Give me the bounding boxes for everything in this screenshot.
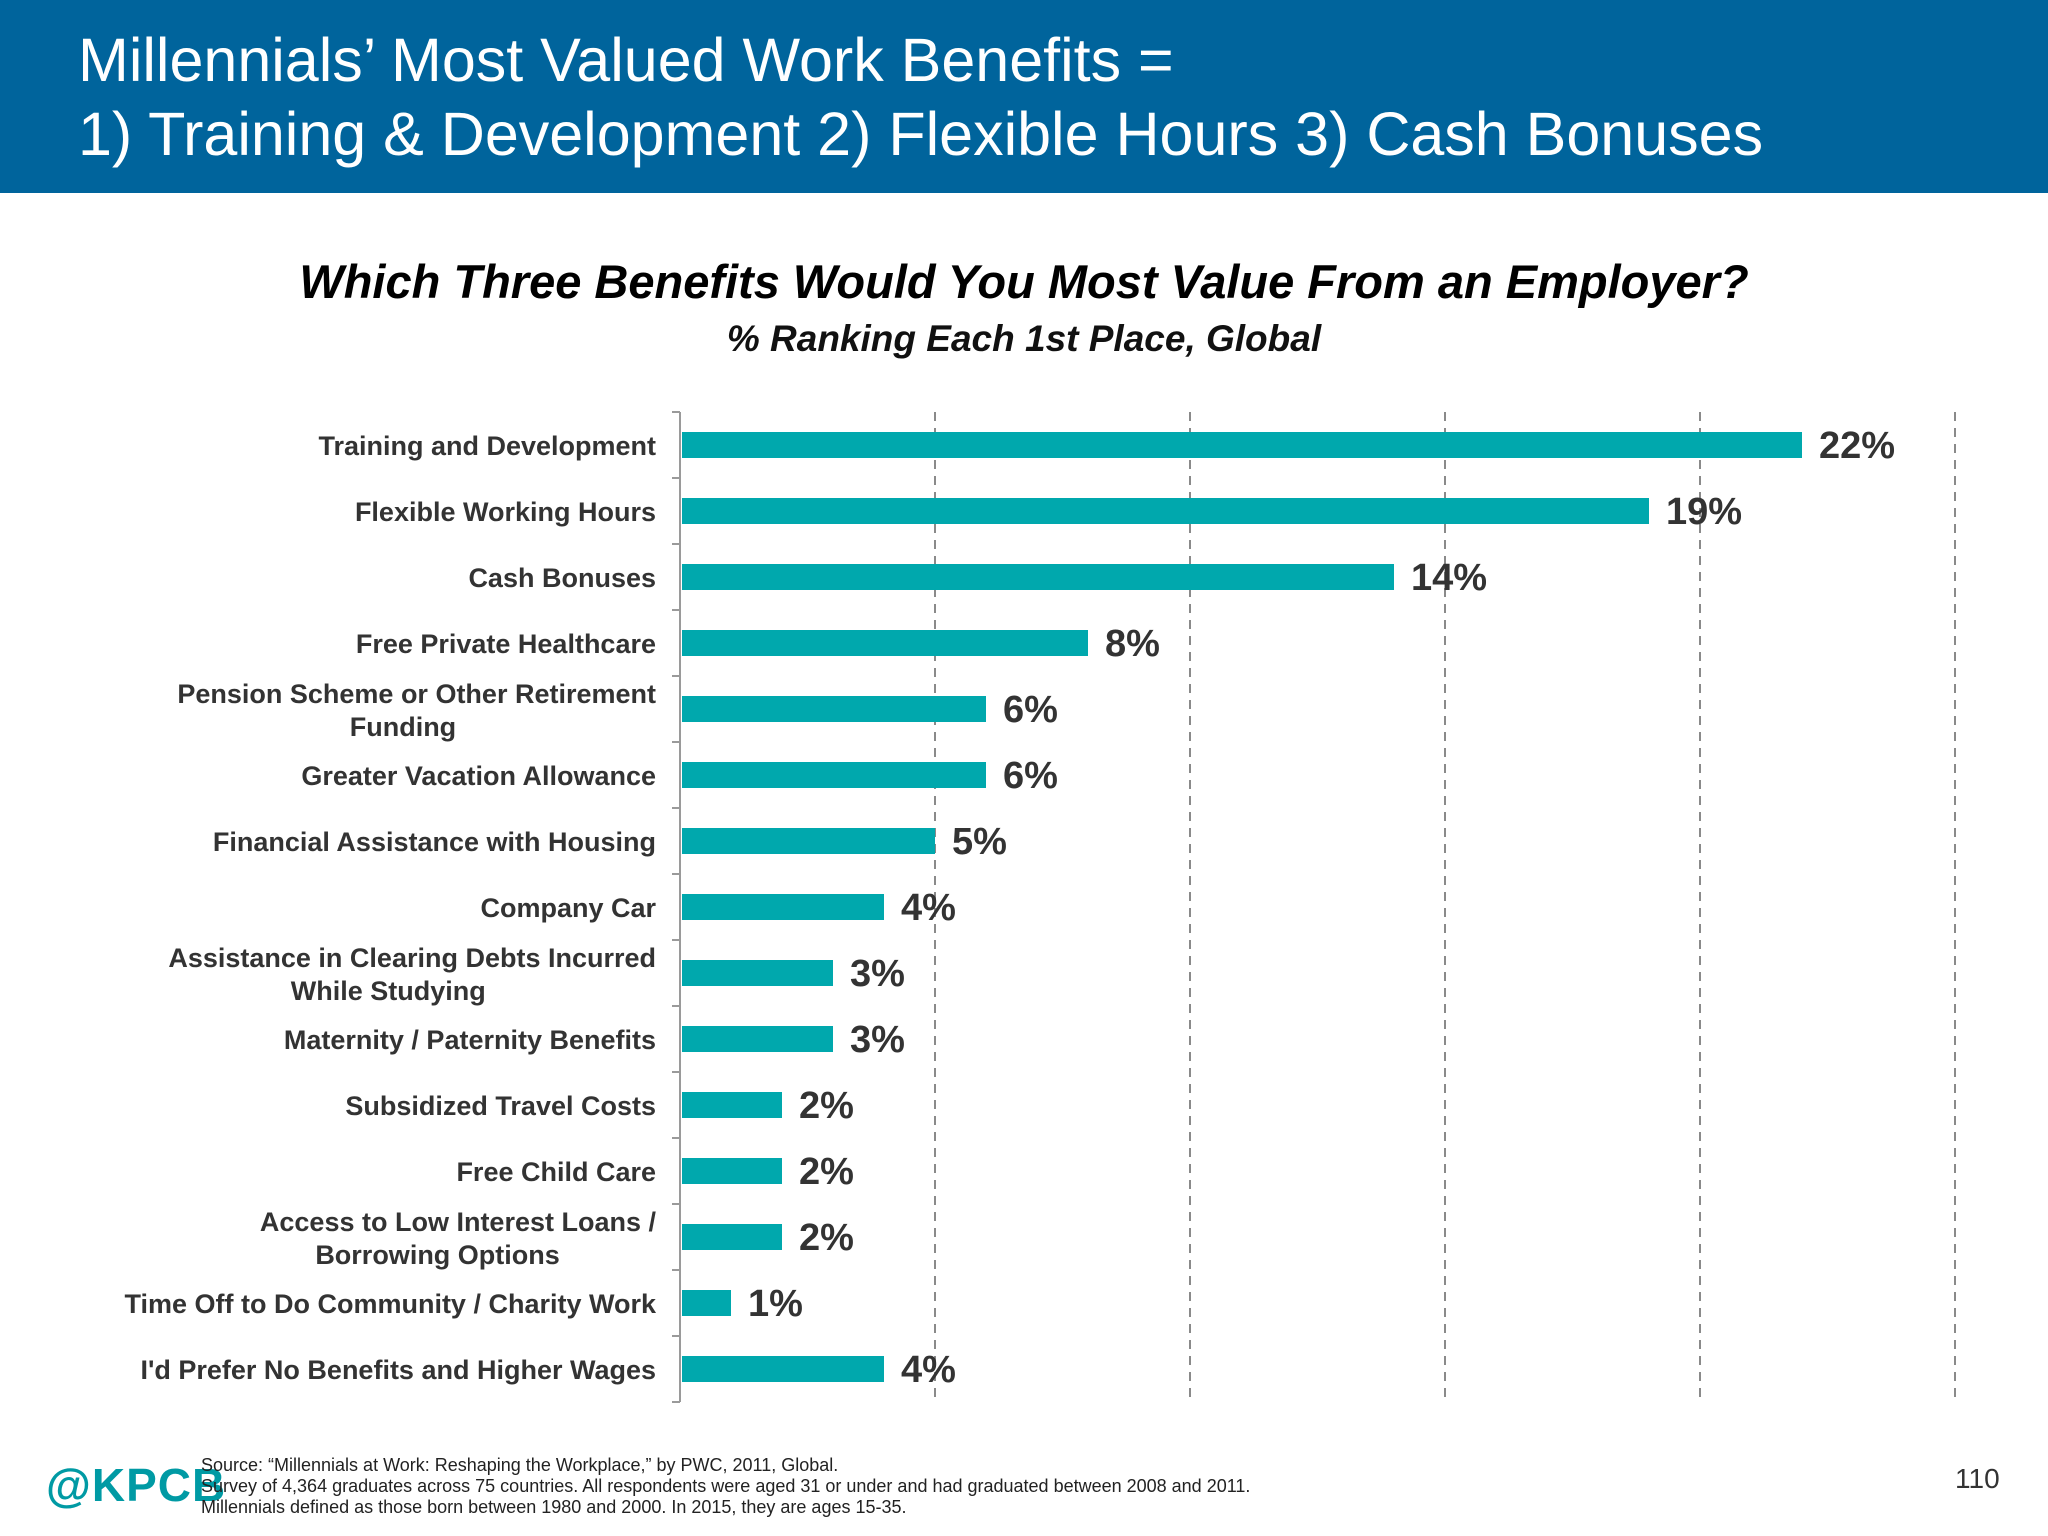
- bar: [682, 762, 986, 788]
- bar: [682, 960, 833, 986]
- category-label: Free Child Care: [456, 1157, 656, 1187]
- chart-title: Which Three Benefits Would You Most Valu…: [299, 255, 1749, 308]
- value-label: 4%: [901, 1349, 956, 1391]
- source-line-2: Survey of 4,364 graduates across 75 coun…: [201, 1476, 1251, 1496]
- value-label: 3%: [850, 953, 905, 995]
- bar: [682, 1092, 782, 1118]
- chart-subtitle: % Ranking Each 1st Place, Global: [726, 318, 1322, 359]
- value-label: 8%: [1105, 623, 1160, 665]
- category-label: Greater Vacation Allowance: [301, 761, 656, 791]
- category-label: Free Private Healthcare: [356, 629, 656, 659]
- category-label: Cash Bonuses: [468, 563, 656, 593]
- bar: [682, 1026, 833, 1052]
- slide-title-line-1: Millennials’ Most Valued Work Benefits =: [78, 26, 1174, 94]
- source-note: Source: “Millennials at Work: Reshaping …: [201, 1455, 1250, 1518]
- value-label: 14%: [1411, 557, 1487, 599]
- category-label-line: While Studying: [291, 976, 486, 1006]
- value-label: 3%: [850, 1019, 905, 1061]
- value-label: 2%: [799, 1151, 854, 1193]
- bar: [682, 1158, 782, 1184]
- bar: [682, 498, 1649, 524]
- bar: [682, 894, 884, 920]
- category-label: Maternity / Paternity Benefits: [284, 1025, 656, 1055]
- slide-header: Millennials’ Most Valued Work Benefits =…: [0, 0, 2048, 193]
- value-label: 5%: [952, 821, 1007, 863]
- bar: [682, 1356, 884, 1382]
- bar: [682, 564, 1394, 590]
- category-label: Assistance in Clearing Debts Incurred Whi…: [168, 943, 656, 1006]
- slide-title-line-2: 1) Training & Development 2) Flexible Ho…: [78, 100, 1764, 168]
- kpcb-logo: @KPCB: [46, 1459, 227, 1511]
- category-label: Company Car: [480, 893, 656, 923]
- category-label: Time Off to Do Community / Charity Work: [124, 1289, 657, 1319]
- category-label-line: Pension Scheme or Other Retirement: [177, 679, 656, 709]
- value-label: 6%: [1003, 755, 1058, 797]
- category-label: Subsidized Travel Costs: [345, 1091, 656, 1121]
- bar: [682, 828, 935, 854]
- value-label: 2%: [799, 1217, 854, 1259]
- category-label: I'd Prefer No Benefits and Higher Wages: [140, 1355, 656, 1385]
- source-line-1: Source: “Millennials at Work: Reshaping …: [201, 1455, 839, 1475]
- value-label: 2%: [799, 1085, 854, 1127]
- category-label: Financial Assistance with Housing: [213, 827, 656, 857]
- value-label: 1%: [748, 1283, 803, 1325]
- page-number: 110: [1955, 1463, 2000, 1494]
- bar: [682, 630, 1088, 656]
- category-label-line: Assistance in Clearing Debts Incurred: [168, 943, 656, 973]
- category-label: Pension Scheme or Other Retirement Fundin…: [177, 679, 656, 742]
- category-label: Training and Development: [318, 431, 656, 461]
- value-label: 6%: [1003, 689, 1058, 731]
- category-label-line: Borrowing Options: [315, 1240, 559, 1270]
- category-label: Flexible Working Hours: [355, 497, 656, 527]
- source-line-3: Millennials defined as those born betwee…: [201, 1497, 907, 1517]
- bar: [682, 1290, 731, 1316]
- bar: [682, 696, 986, 722]
- category-label-line: Access to Low Interest Loans /: [260, 1207, 657, 1237]
- bar: [682, 1224, 782, 1250]
- bar: [682, 432, 1802, 458]
- value-label: 22%: [1819, 425, 1895, 467]
- category-label-line: Funding: [350, 712, 456, 742]
- value-label: 4%: [901, 887, 956, 929]
- value-label: 19%: [1666, 491, 1742, 533]
- category-label: Access to Low Interest Loans / Borrowing …: [260, 1207, 657, 1270]
